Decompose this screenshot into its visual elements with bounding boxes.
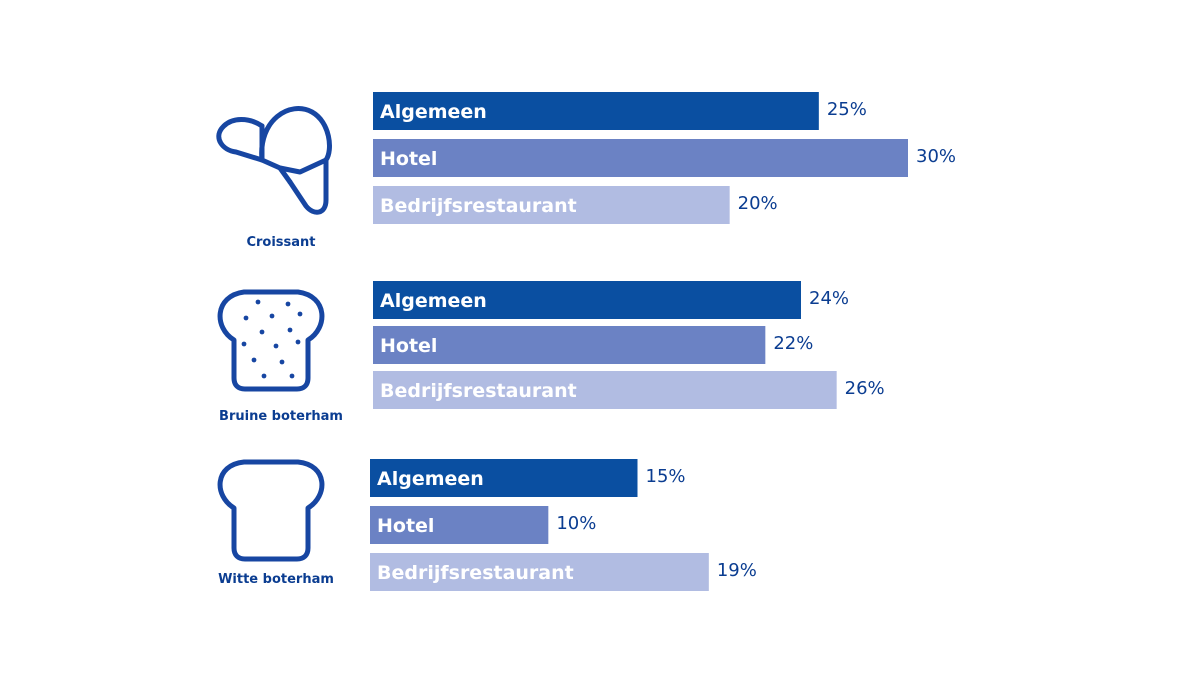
- bar-algemeen-1: [373, 281, 801, 319]
- bar-hotel-1: [373, 326, 766, 364]
- bar-hotel-2: [370, 506, 549, 544]
- value-label-algemeen-0: 25%: [827, 99, 867, 120]
- bar-bedrijfsrestaurant-0: [373, 186, 730, 224]
- bar-hotel-0: [373, 139, 908, 177]
- bar-label-algemeen-0: Algemeen: [380, 101, 487, 123]
- bar-algemeen-2: [370, 459, 638, 497]
- value-label-hotel-1: 22%: [773, 333, 813, 354]
- bar-label-bedrijfsrestaurant-1: Bedrijfsrestaurant: [380, 380, 577, 402]
- brown-bread-icon: [217, 289, 325, 392]
- white-bread-icon: [217, 459, 325, 562]
- bar-label-algemeen-1: Algemeen: [380, 290, 487, 312]
- value-label-hotel-2: 10%: [556, 513, 596, 534]
- value-label-algemeen-2: 15%: [646, 466, 686, 487]
- bar-label-bedrijfsrestaurant-0: Bedrijfsrestaurant: [380, 195, 577, 217]
- value-label-bedrijfsrestaurant-0: 20%: [738, 193, 778, 214]
- value-label-hotel-0: 30%: [916, 146, 956, 167]
- bar-label-algemeen-2: Algemeen: [377, 468, 484, 490]
- bar-label-hotel-2: Hotel: [377, 515, 434, 537]
- croissant-icon: [216, 106, 332, 215]
- bar-label-hotel-0: Hotel: [380, 148, 437, 170]
- bar-algemeen-0: [373, 92, 819, 130]
- group-label-bruine-boterham: Bruine boterham: [219, 409, 343, 424]
- group-label-witte-boterham: Witte boterham: [218, 572, 334, 587]
- value-label-algemeen-1: 24%: [809, 288, 849, 309]
- group-label-croissant: Croissant: [246, 235, 315, 250]
- value-label-bedrijfsrestaurant-2: 19%: [717, 560, 757, 581]
- bar-bedrijfsrestaurant-2: [370, 553, 709, 591]
- value-label-bedrijfsrestaurant-1: 26%: [845, 378, 885, 399]
- bar-label-bedrijfsrestaurant-2: Bedrijfsrestaurant: [377, 562, 574, 584]
- bars-layer: Algemeen 25% Hotel 30% Bedrijfsrestaurant 20%…: [370, 92, 956, 591]
- bar-bedrijfsrestaurant-1: [373, 371, 837, 409]
- bar-label-hotel-1: Hotel: [380, 335, 437, 357]
